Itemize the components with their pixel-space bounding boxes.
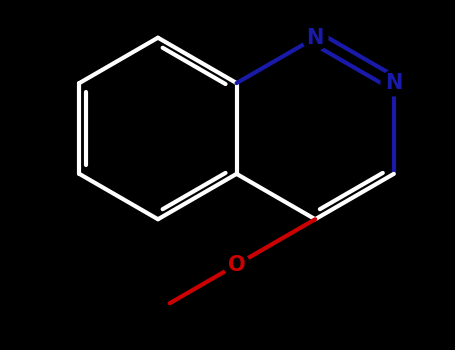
Text: O: O — [228, 255, 245, 275]
Text: N: N — [385, 73, 403, 93]
Circle shape — [224, 252, 249, 277]
Text: N: N — [307, 28, 324, 48]
Circle shape — [381, 70, 406, 96]
Circle shape — [303, 25, 328, 50]
